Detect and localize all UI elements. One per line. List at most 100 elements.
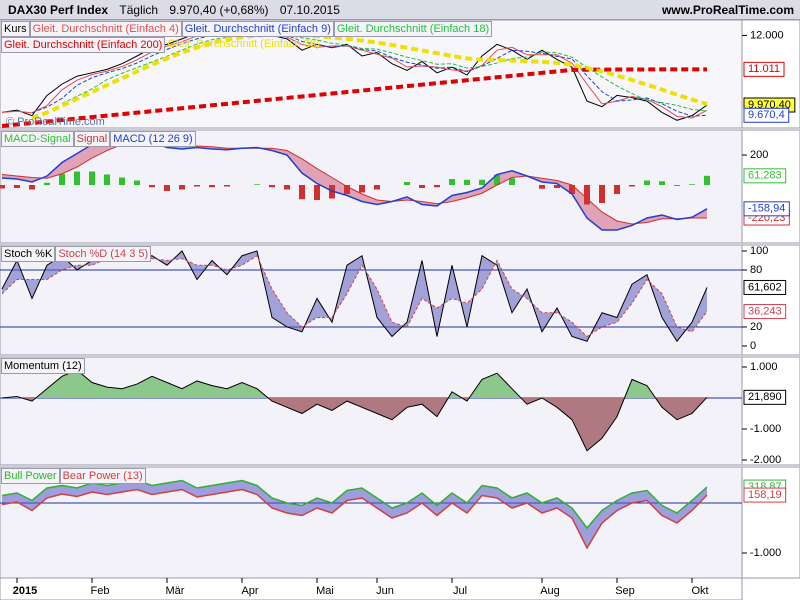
histogram-bar [284,185,290,190]
legend-entry: MACD-Signal [1,131,74,147]
histogram-bar [404,182,410,186]
price: 9.970,40 (+0,68%) [169,3,269,17]
series-line [31,32,708,120]
plot [1,30,708,128]
x-tick-label: Mär [166,585,185,597]
value-label: 158,19 [748,489,782,501]
fill-between [2,480,707,548]
histogram-bar [614,185,620,194]
y-tick-label: 200 [750,149,768,161]
legend: Bull Power Bear Power (13) [1,468,146,484]
legend-entry: Gleit. Durchschnitt (Einfach 4) [29,21,182,37]
histogram-bar [434,185,440,188]
x-tick-label: Sep [615,585,635,597]
series-line [1,31,708,119]
legend-entry: Stoch %D (14 3 5) [55,246,152,262]
positive-area [2,370,707,399]
axis-bg [741,356,800,466]
histogram-bar [164,185,170,191]
histogram-bar [689,184,695,186]
legend-entry: Bull Power [1,468,60,484]
value-box [743,279,787,295]
value-box [743,61,785,77]
legend: Momentum (12) [1,358,85,374]
histogram-bar [44,182,50,186]
y-tick-label: 100 [750,245,768,257]
x-tick-label: Okt [691,585,708,597]
y-tick-label: 12.000 [750,29,784,41]
histogram-bar [569,185,575,194]
histogram-bar [209,185,215,188]
value-box [743,487,787,503]
histogram-bar [0,185,5,189]
histogram-bar [29,185,35,190]
legend: Stoch %K Stoch %D (14 3 5) [1,246,152,262]
histogram-bar [704,175,710,186]
value-label: 11.011 [748,63,780,75]
legend-entry: Kurs [1,21,30,37]
histogram-bar [194,185,200,187]
legend-entry: Bear Power (13) [59,468,146,484]
legend-entry: Stoch %K [1,246,56,262]
panel-bg [0,244,743,356]
histogram-bar [119,177,125,186]
histogram-bar [374,185,380,190]
y-tick-label: -1.000 [750,423,781,435]
x-axis-bg [0,577,743,600]
histogram-bar [599,185,605,203]
series-line [1,369,708,452]
x-tick-label: Jun [376,585,394,597]
histogram-bar [224,185,230,187]
histogram-bar [419,185,425,188]
histogram-bar [359,185,365,193]
histogram-bar [89,171,95,186]
legend-entry: MACD (12 26 9) [110,131,196,147]
histogram-bar [104,174,110,186]
y-tick-label: -1.000 [750,547,781,559]
value-label: 21,890 [748,391,782,403]
value-label: 61,602 [748,281,782,293]
value-box [743,201,790,217]
x-tick-label: Feb [91,585,110,597]
axis-bg [741,129,800,244]
histogram-bar [494,174,500,186]
plot [0,369,742,452]
series-line [1,67,707,128]
x-tick-label: Jul [453,585,467,597]
value-label: 61,283 [748,170,782,182]
value-box [743,168,787,184]
value-box [743,304,787,320]
legend-entry: Gleit. Durchschnitt (Einfach 200) [1,37,166,53]
histogram-bar [464,179,470,186]
histogram-bar [509,178,515,186]
series-line [1,488,708,550]
value-box [743,107,790,123]
legend-entry: Gleit. Durchschnitt (Einfach 9) [181,21,334,37]
series-line [1,30,708,121]
site: www.ProRealTime.com [661,3,794,17]
histogram-bar [59,173,65,186]
histogram-bar [539,185,545,189]
histogram-bar [74,171,80,186]
legend: Kurs Gleit. Durchschnitt (Einfach 4) Gleit… [1,21,651,53]
histogram-bar [149,185,155,188]
x-tick-label: Aug [540,585,560,597]
histogram-bar [479,179,485,186]
histogram-bar [554,185,560,188]
series-line [61,33,708,112]
histogram-bar [584,185,590,205]
histogram-bar [659,181,665,186]
histogram-bar [314,185,320,200]
instrument: DAX30 Perf Index [8,3,109,17]
histogram-bar [674,185,680,186]
fill-between [2,250,707,342]
histogram-bar [14,185,20,188]
legend: MACD-Signal Signal MACD (12 26 9) [1,131,196,147]
histogram-bar [269,185,275,188]
period: Täglich [119,3,159,17]
series-line [31,32,708,117]
x-tick-label: Apr [241,585,258,597]
histogram-bar [644,180,650,186]
